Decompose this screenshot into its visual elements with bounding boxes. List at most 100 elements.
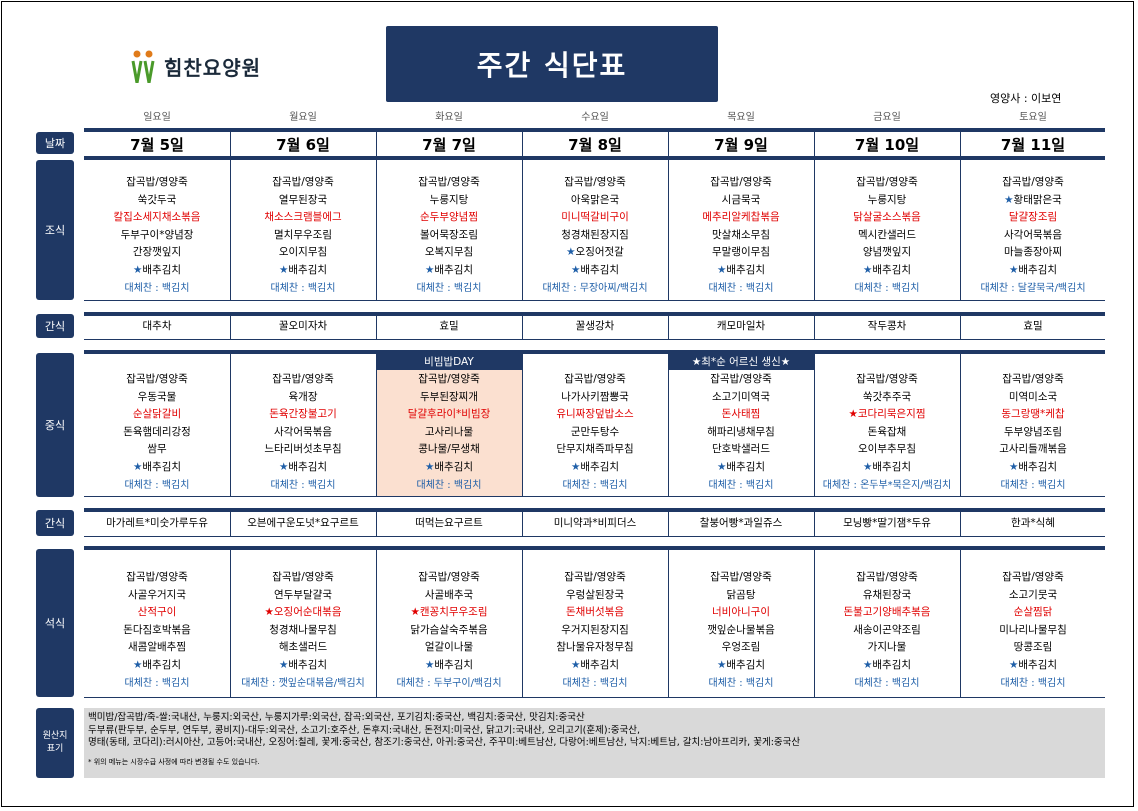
dow-2: 화요일 <box>435 112 463 123</box>
breakfast-substitute: 대체찬 : 백김치 <box>854 282 920 294</box>
lunch-cell: 잡곡밥/영양죽 두부된장찌개 달걀후라이*비빔장 고사리나물 콩나물/무생채 ★배추김치 대… <box>376 371 522 494</box>
breakfast-item: 무말랭이무침 <box>712 246 770 259</box>
banner-bibimbap-day: 비빔밥DAY <box>376 354 522 370</box>
snack1-cell: 대추차 <box>142 320 172 332</box>
dow-3: 수요일 <box>581 112 609 123</box>
date-cell: 7월 7일 <box>422 136 476 154</box>
breakfast-item: 시금묵국 <box>721 193 761 206</box>
star-icon: ★ <box>716 460 727 473</box>
origin-note: * 위의 메뉴는 시장수급 사정에 따라 변경될 수도 있습니다. <box>88 757 260 766</box>
origin-line-3: 명태(동태, 코다리):러시아산, 고등어:국내산, 오징어:칠레, 꽃게:중국… <box>88 737 801 748</box>
dinner-item: 잡곡밥/영양죽 <box>856 571 918 583</box>
star-icon: ★ <box>862 658 873 671</box>
origin-line-2: 두부류(판두부, 순두부, 연두부, 콩비지)-대두:외국산, 소고기:호주산,… <box>88 724 641 736</box>
lunch-item: 돈육햄데리강정 <box>123 425 191 438</box>
lunch-cell: 잡곡밥/영양죽 소고기미역국 돈사태찜 해파리냉채무침 단호박샐러드 ★배추김치 대체찬 :… <box>668 371 814 494</box>
breakfast-substitute: 대체찬 : 백김치 <box>124 282 190 294</box>
star-icon: ★ <box>570 263 581 276</box>
snack2-cell: 떠먹는요구르트 <box>415 517 483 529</box>
snack2-divider <box>230 512 231 536</box>
rule-snack2-top <box>84 508 1105 512</box>
snack2-cell: 찰붕어빵*과일쥬스 <box>699 517 783 529</box>
dinner-item: 잡곡밥/영양죽 <box>710 571 772 583</box>
dinner-item: 닭곰탕 <box>726 588 756 601</box>
date-divider <box>376 132 377 156</box>
snack1-cell: 작두콩차 <box>867 320 907 332</box>
lunch-item: 잡곡밥/영양죽 <box>418 373 480 385</box>
breakfast-item: 미니떡갈비구이 <box>561 211 629 224</box>
breakfast-divider <box>960 160 961 300</box>
date-divider <box>814 132 815 156</box>
breakfast-item: 마늘종장아찌 <box>1004 246 1062 259</box>
date-divider <box>230 132 231 156</box>
dinner-item: 돈채버섯볶음 <box>566 606 624 619</box>
lunch-divider <box>230 354 231 496</box>
lunch-item: 잡곡밥/영양죽 <box>856 373 918 385</box>
lunch-item: 돈육잡채 <box>867 425 907 438</box>
breakfast-item: 잡곡밥/영양죽 <box>126 176 188 188</box>
lunch-item: ★배추김치 <box>1008 460 1058 473</box>
dinner-item: 땅콩조림 <box>1013 641 1053 654</box>
dinner-divider <box>814 550 815 697</box>
date-cell: 7월 8일 <box>568 136 622 154</box>
snack2-divider <box>522 512 523 536</box>
star-icon: ★ <box>716 263 727 276</box>
lunch-substitute: 대체찬 : 백김치 <box>124 479 190 491</box>
lunch-item: 쌈무 <box>147 443 167 456</box>
breakfast-item: 누룽지탕 <box>867 193 907 206</box>
breakfast-item: 두부구이*양념장 <box>120 228 194 241</box>
dinner-item: 잡곡밥/영양죽 <box>126 571 188 583</box>
lunch-item: 잡곡밥/영양죽 <box>564 373 626 385</box>
breakfast-divider <box>522 160 523 300</box>
lunch-item: 해파리냉채무침 <box>707 425 775 438</box>
dinner-item: ★캔꽁치무우조림 <box>410 606 488 619</box>
lunch-substitute: 대체찬 : 백김치 <box>562 479 628 491</box>
dinner-cell: 잡곡밥/영양죽 우렁살된장국 돈채버섯볶음 우거지된장지짐 참나물유자청무침 ★배추김치 대… <box>522 569 668 692</box>
lunch-item: ★배추김치 <box>278 460 328 473</box>
breakfast-item: 사각어묵볶음 <box>1004 228 1062 241</box>
breakfast-cell: 잡곡밥/영양죽 누룽지탕 닭살굴소스볶음 멕시칸샐러드 양념깻잎지 ★배추김치 대체찬 : … <box>814 174 960 297</box>
breakfast-item: 오이지무침 <box>278 246 328 259</box>
dinner-item: 가지나물 <box>867 641 907 654</box>
breakfast-item: 칼집소세지채소볶음 <box>113 211 201 224</box>
star-icon: ★ <box>424 658 435 671</box>
star-icon: ★ <box>570 658 581 671</box>
dinner-item: ★배추김치 <box>716 658 766 671</box>
dinner-item: ★배추김치 <box>424 658 474 671</box>
lunch-substitute: 대체찬 : 백김치 <box>708 479 774 491</box>
breakfast-divider <box>814 160 815 300</box>
breakfast-item: 맛살채소무침 <box>712 228 770 241</box>
dinner-item: 돈다짐호박볶음 <box>123 623 191 636</box>
dinner-cell: 잡곡밥/영양죽 사골우거지국 산적구이 돈다짐호박볶음 새콤알배추찜 ★배추김치 대체찬 :… <box>84 569 230 692</box>
breakfast-cell: 잡곡밥/영양죽 아욱맑은국 미니떡갈비구이 청경채된장지짐 ★오징어젓갈 ★배추김치 대체찬… <box>522 174 668 297</box>
dinner-substitute: 대체찬 : 깻잎순대볶음/백김치 <box>241 677 365 689</box>
dinner-cell: 잡곡밥/영양죽 사골배추국 ★캔꽁치무우조림 닭가슴살숙주볶음 얼갈이나물 ★배추김치 대체… <box>376 569 522 692</box>
lunch-item: 소고기미역국 <box>712 390 770 403</box>
snack1-cell: 꿀생강차 <box>575 320 615 332</box>
lunch-cell: 잡곡밥/영양죽 육개장 돈육간장불고기 사각어묵볶음 느타리버섯초무침 ★배추김치 대체찬 … <box>230 371 376 494</box>
rule-breakfast-top <box>84 156 1105 160</box>
breakfast-item: ★배추김치 <box>862 263 912 276</box>
star-icon: ★ <box>278 263 289 276</box>
breakfast-item: 양념깻잎지 <box>862 246 912 259</box>
breakfast-item: 쑥갓두국 <box>137 193 177 206</box>
dinner-substitute: 대체찬 : 백김치 <box>562 677 628 689</box>
rule-lunch-bottom <box>84 496 1105 497</box>
dinner-item: 잡곡밥/영양죽 <box>272 571 334 583</box>
breakfast-item: 순두부양념찜 <box>420 211 478 224</box>
star-icon: ★ <box>1004 193 1014 206</box>
snack2-cell: 한과*식혜 <box>1011 517 1055 529</box>
breakfast-item: 잡곡밥/영양죽 <box>710 176 772 188</box>
dinner-cell: 잡곡밥/영양죽 소고기뭇국 순살찜닭 미나리나물무침 땅콩조림 ★배추김치 대체찬 : 백김… <box>960 569 1106 692</box>
lunch-item: 단무지채즉파무침 <box>556 443 634 456</box>
star-icon: ★ <box>132 263 143 276</box>
breakfast-item: 잡곡밥/영양죽 <box>564 176 626 188</box>
lunch-divider <box>668 354 669 496</box>
lunch-item: 우동국물 <box>137 390 177 403</box>
date-divider <box>960 132 961 156</box>
lunch-item: 군만두탕수 <box>570 425 620 438</box>
dinner-item: 우렁살된장국 <box>566 588 624 601</box>
lunch-substitute: 대체찬 : 백김치 <box>416 479 482 491</box>
dinner-item: ★배추김치 <box>278 658 328 671</box>
dinner-item: 잡곡밥/영양죽 <box>418 571 480 583</box>
